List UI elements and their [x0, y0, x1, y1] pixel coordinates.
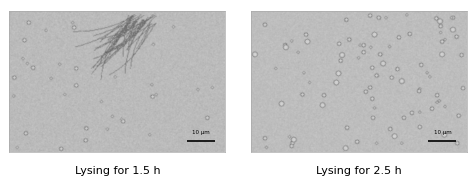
Text: 10 μm: 10 μm	[434, 131, 451, 135]
Text: 10 μm: 10 μm	[192, 131, 210, 135]
Text: Lysing for 2.5 h: Lysing for 2.5 h	[316, 166, 402, 176]
Text: Lysing for 1.5 h: Lysing for 1.5 h	[74, 166, 160, 176]
